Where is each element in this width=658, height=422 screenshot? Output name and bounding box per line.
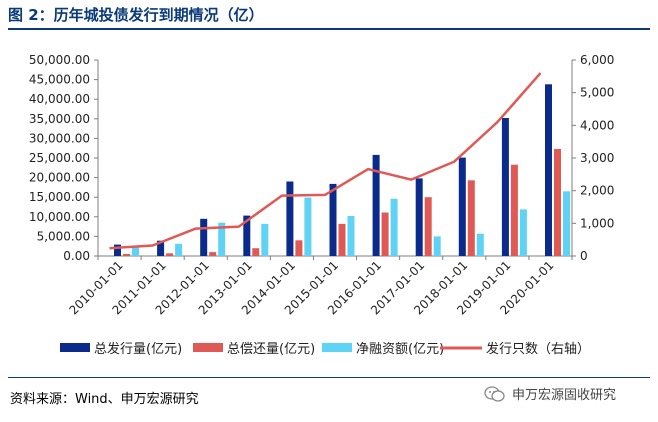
legend-label: 总发行量(亿元): [94, 341, 182, 357]
issue-bar: [243, 215, 251, 256]
title-divider: [8, 28, 650, 30]
repay-bar: [467, 180, 475, 256]
right-axis-tick-label: 5,000: [580, 86, 614, 100]
legend-label: 发行只数（右轴）: [486, 341, 590, 357]
wechat-icon: [484, 385, 505, 402]
repay-bar: [209, 252, 217, 256]
chart-axes: 0.00 5,000.00 10,000.00 15,000.00 20,000.00 2…: [29, 53, 614, 263]
issue-bar: [157, 240, 165, 256]
repay-bar: [424, 197, 432, 256]
legend-swatch: [60, 343, 90, 352]
issue-bar: [458, 157, 466, 256]
chart-title: 图 2：历年城投债发行到期情况（亿）: [8, 6, 264, 24]
repay-bar: [381, 212, 389, 256]
left-axis-tick-label: 10,000.00: [29, 210, 90, 224]
issue-bar: [415, 178, 423, 256]
left-axis-tick-label: 0.00: [63, 249, 90, 263]
right-axis-tick-label: 0: [580, 249, 588, 263]
repay-bar: [295, 240, 303, 256]
net-financing-bar: [132, 247, 139, 256]
source-note: 资料来源：Wind、申万宏源研究: [10, 392, 199, 407]
left-axis-tick-label: 15,000.00: [29, 190, 90, 204]
net-financing-bar: [390, 198, 398, 256]
issue-count-line: [109, 72, 542, 250]
left-axis-tick-label: 40,000.00: [29, 92, 90, 106]
x-tick-labels: 2010-01-012011-01-012012-01-012013-01-01…: [66, 258, 556, 317]
issue-bar: [286, 181, 294, 256]
watermark: 申万宏源固收研究: [484, 384, 616, 403]
issue-bar: [114, 244, 121, 256]
legend-swatch: [193, 343, 223, 352]
issue-bar: [545, 84, 552, 256]
left-axis-tick-label: 20,000.00: [29, 171, 90, 185]
left-axis-tick-label: 35,000.00: [29, 112, 90, 126]
legend-item: 发行只数（右轴）: [440, 341, 590, 357]
chart-legend: 总发行量(亿元) 总偿还量(亿元) 净融资额(亿元) 发行只数（右轴）: [60, 341, 590, 357]
legend-label: 总偿还量(亿元): [227, 342, 315, 357]
legend-item: 总偿还量(亿元): [193, 342, 315, 357]
repay-bar: [338, 223, 346, 256]
chart-line: [109, 72, 542, 250]
watermark-text: 申万宏源固收研究: [512, 388, 617, 403]
left-axis-tick-label: 45,000.00: [29, 73, 90, 87]
chart-svg: 0.00 5,000.00 10,000.00 15,000.00 20,000.00 2…: [29, 53, 614, 357]
right-axis-tick-label: 3,000: [580, 151, 614, 165]
repay-bar: [252, 248, 260, 256]
net-financing-bar: [304, 197, 312, 256]
repay-bar: [123, 254, 130, 256]
right-axis-tick-label: 2,000: [580, 184, 614, 198]
footer-divider: [8, 377, 650, 378]
net-financing-bar: [261, 223, 269, 256]
left-axis-tick-label: 25,000.00: [29, 151, 90, 165]
net-financing-bar: [347, 216, 355, 256]
net-financing-bar: [476, 233, 484, 256]
repay-bar: [554, 149, 561, 256]
legend-item: 总发行量(亿元): [60, 341, 182, 357]
legend-swatch: [322, 343, 352, 352]
left-axis-tick-label: 5,000.00: [37, 229, 90, 243]
legend-item: 净融资额(亿元): [322, 342, 444, 357]
right-axis-tick-label: 4,000: [580, 118, 614, 132]
issue-bar: [329, 183, 337, 256]
repay-bar: [510, 164, 518, 256]
left-axis-tick-label: 30,000.00: [29, 131, 90, 145]
net-financing-bar: [519, 209, 527, 256]
repay-bar: [166, 253, 174, 256]
right-axis-tick-label: 6,000: [580, 53, 614, 67]
right-axis-tick-label: 1,000: [580, 216, 614, 230]
issue-bar: [200, 218, 208, 256]
chart-bars: [114, 84, 570, 256]
legend-label: 净融资额(亿元): [356, 342, 444, 357]
net-financing-bar: [175, 243, 183, 256]
net-financing-bar: [563, 191, 570, 256]
net-financing-bar: [433, 236, 441, 256]
issue-bar: [372, 154, 380, 256]
left-axis-tick-label: 50,000.00: [29, 53, 90, 67]
net-financing-bar: [218, 222, 226, 256]
issue-bar: [501, 118, 509, 256]
